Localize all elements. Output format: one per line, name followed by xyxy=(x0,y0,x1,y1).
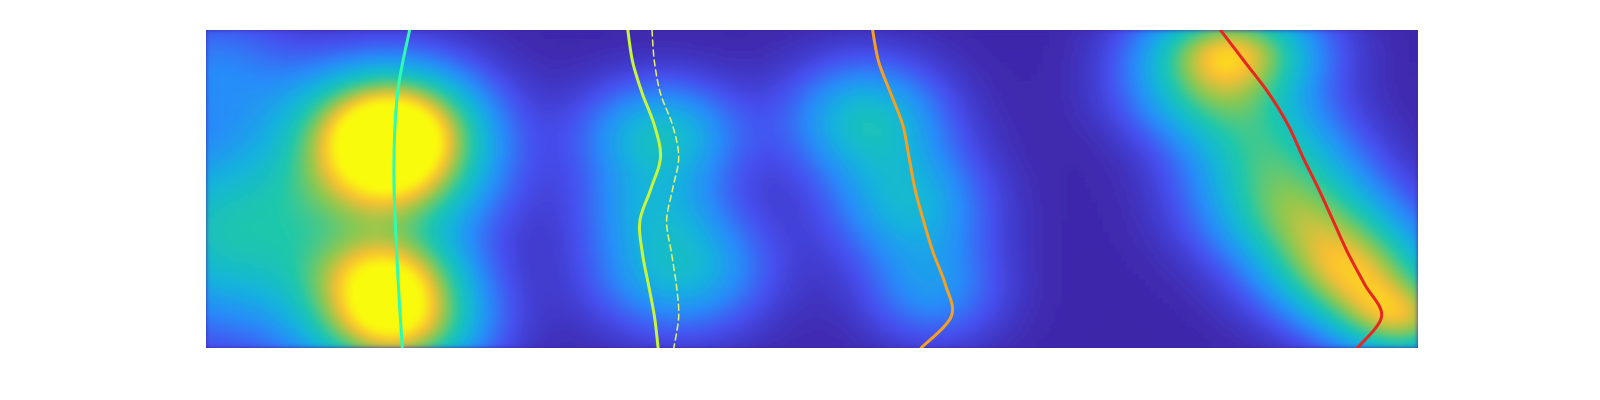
density-heatmap xyxy=(206,30,1418,348)
series-line-1 xyxy=(392,30,412,348)
series-line-4 xyxy=(871,30,955,348)
series-line-2 xyxy=(626,30,663,348)
series-line-5 xyxy=(1218,30,1384,348)
density-raster xyxy=(206,30,1418,348)
series-line-3 xyxy=(651,30,680,348)
trajectory-lines xyxy=(392,30,1384,348)
